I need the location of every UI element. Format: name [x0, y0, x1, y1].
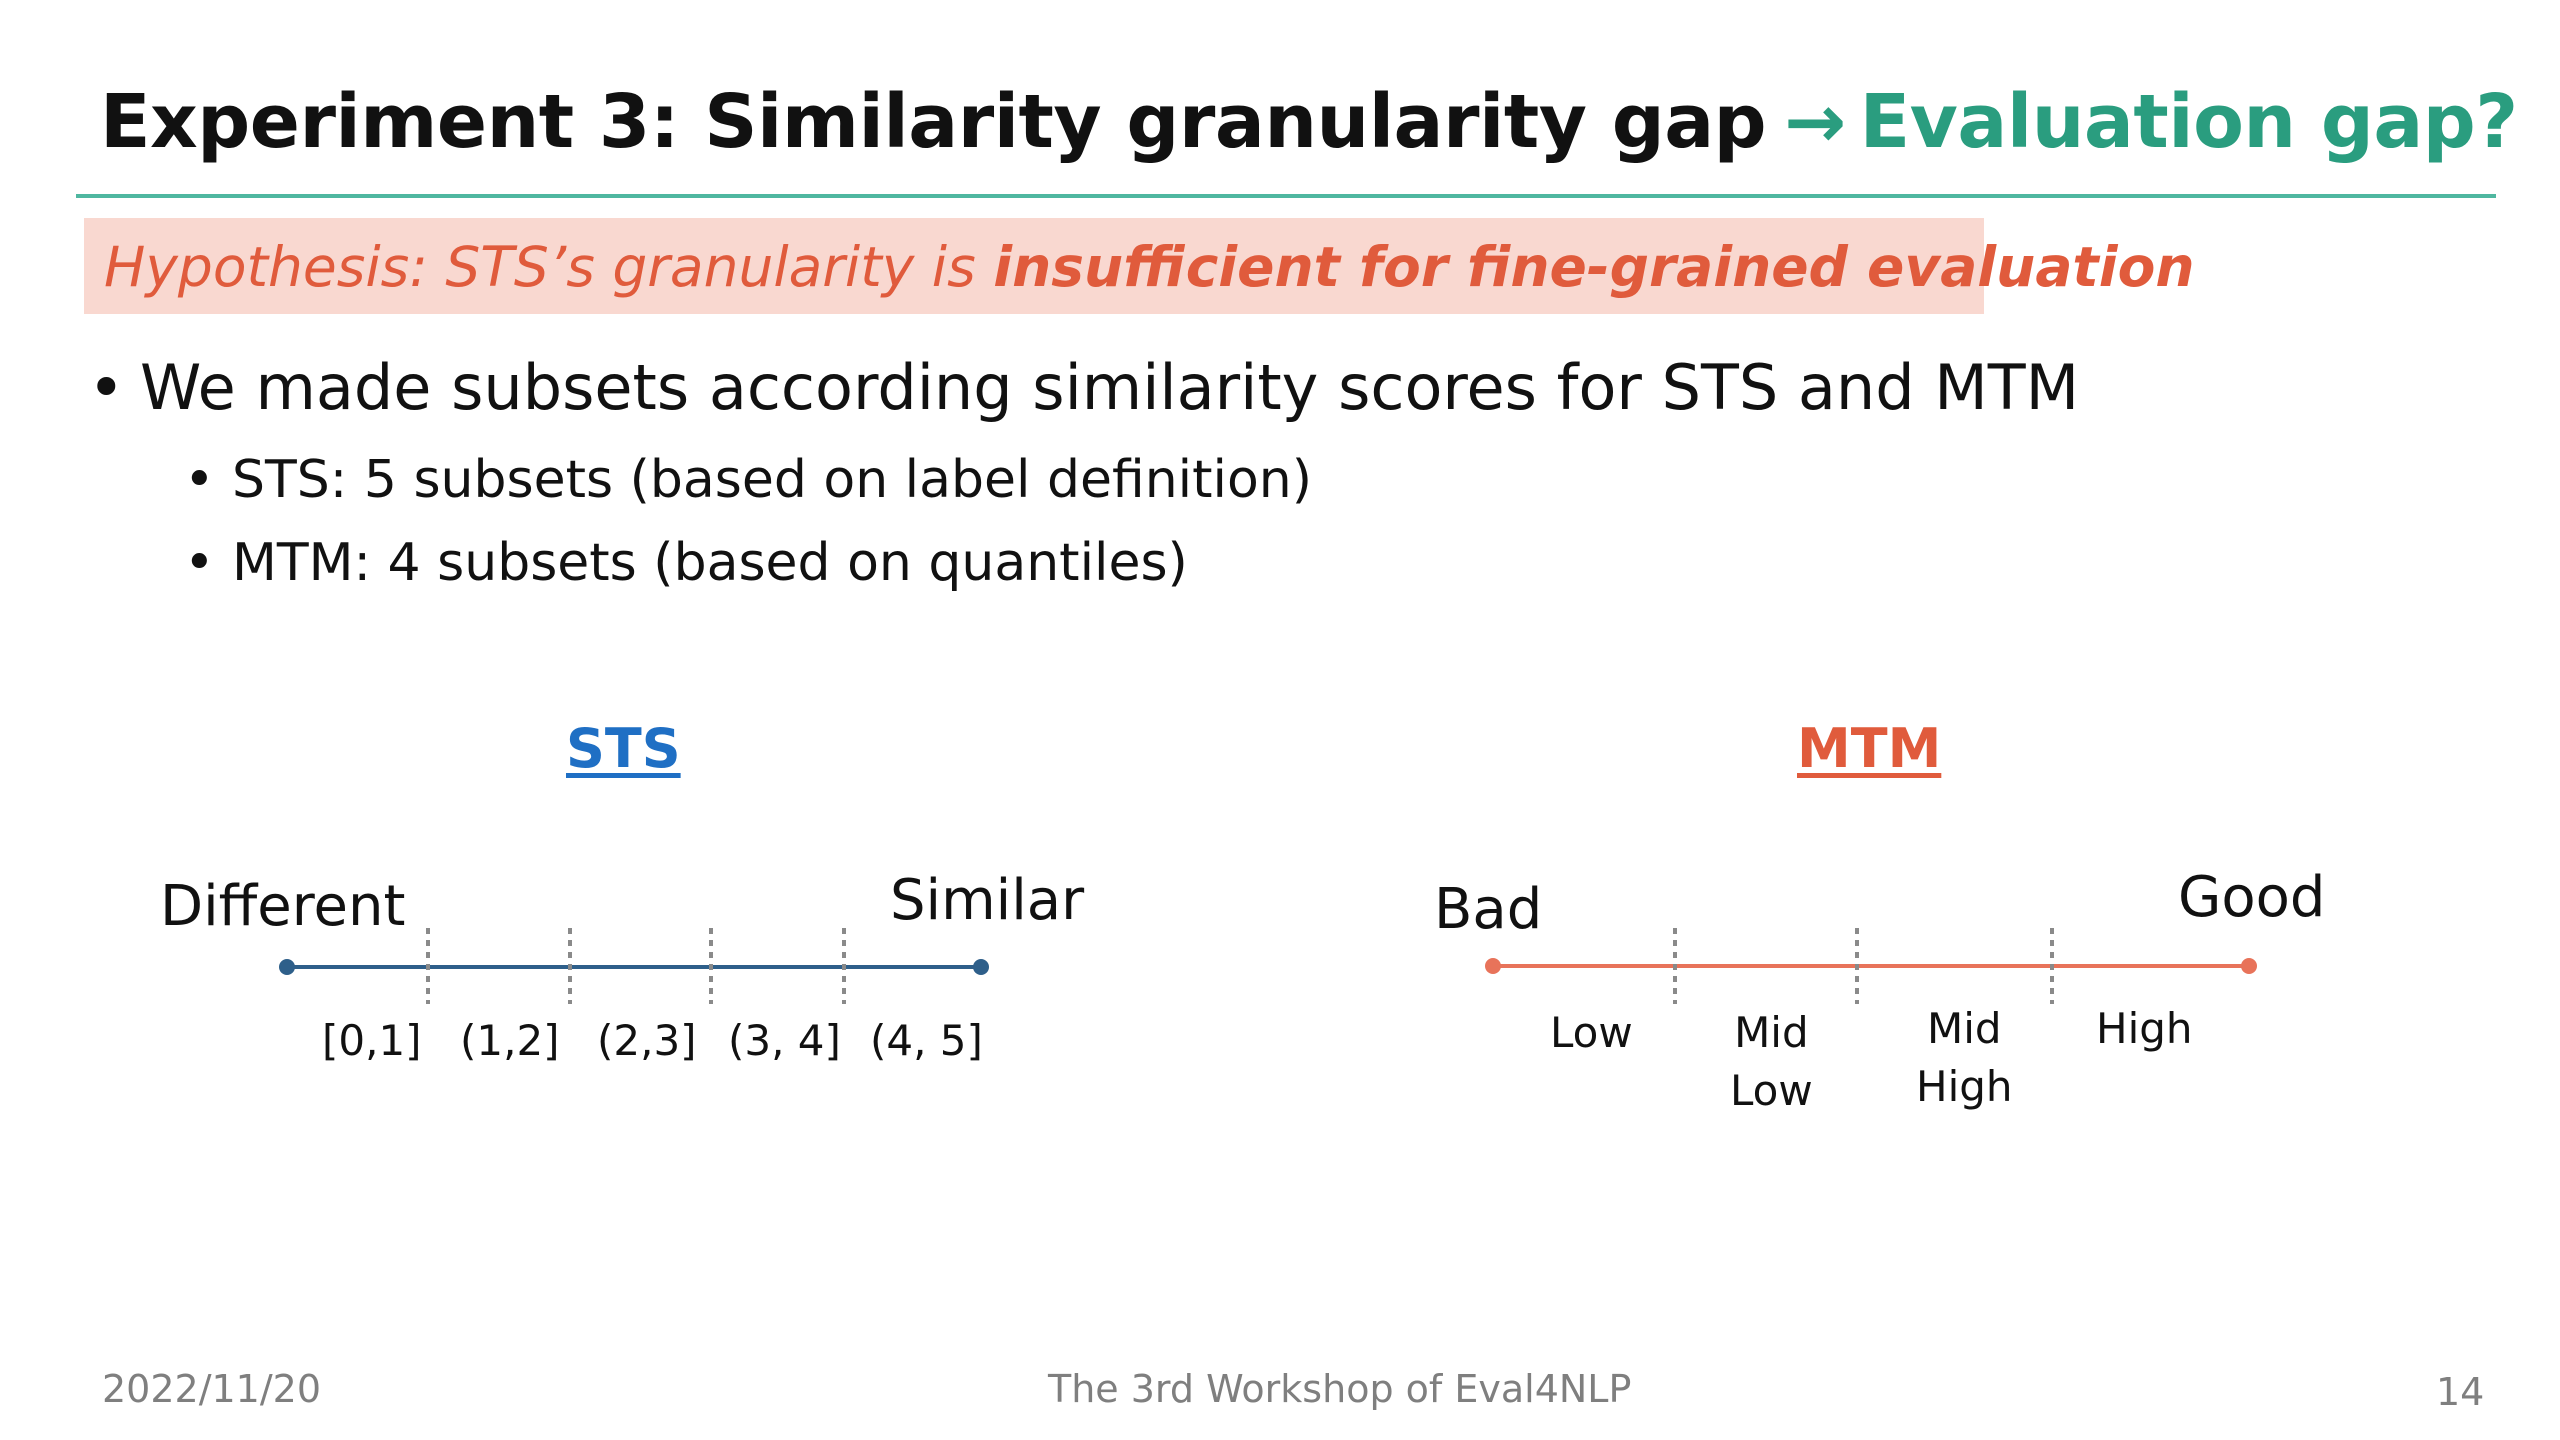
mtm-scale — [1485, 928, 2257, 1004]
bullet-main: • We made subsets according similarity sc… — [88, 338, 2079, 438]
slide-title: Experiment 3: Similarity granularity gap… — [100, 72, 2518, 172]
hypothesis-banner — [84, 218, 1984, 314]
sts-bin-label: [0,1] — [322, 1016, 422, 1065]
sts-left-label: Different — [160, 874, 406, 939]
hypothesis-emphasis: insufficient for fine-grained evaluation — [993, 235, 2195, 299]
slide-title-accent: Evaluation gap? — [1859, 79, 2519, 165]
sts-heading: STS — [566, 717, 681, 780]
mtm-right-label: Good — [2178, 865, 2326, 930]
slide-title-main: Experiment 3: Similarity granularity gap — [100, 79, 1767, 165]
mtm-bin-label: Mid Low — [1730, 1008, 1813, 1115]
hypothesis-prefix: Hypothesis: STS’s granularity is — [104, 235, 994, 299]
sts-bin-label: (2,3] — [597, 1016, 697, 1065]
footer-event: The 3rd Workshop of Eval4NLP — [1048, 1367, 1632, 1411]
mtm-right-endpoint — [2241, 958, 2257, 974]
bullet-dot-icon: • — [184, 450, 215, 510]
sts-left-endpoint — [279, 959, 295, 975]
sts-scale — [279, 928, 989, 1004]
mtm-bin-label: Mid High — [1916, 1004, 2013, 1111]
mtm-bin-label: High — [2096, 1004, 2193, 1053]
sts-right-label: Similar — [890, 868, 1085, 933]
footer-date: 2022/11/20 — [102, 1367, 322, 1411]
mtm-left-label: Bad — [1434, 877, 1543, 942]
bullet-sub-text: MTM: 4 subsets (based on quantiles) — [232, 533, 1188, 593]
bullet-sub-mtm: • MTM: 4 subsets (based on quantiles) — [184, 523, 1188, 603]
mtm-bin-label: Low — [1550, 1008, 1633, 1057]
sts-bin-label: (3, 4] — [728, 1016, 841, 1065]
title-divider — [76, 194, 2496, 198]
sts-bin-label: (4, 5] — [870, 1016, 983, 1065]
bullet-dot-icon: • — [88, 351, 125, 424]
right-arrow-icon: → — [1784, 79, 1846, 165]
page-number: 14 — [2436, 1370, 2485, 1414]
mtm-left-endpoint — [1485, 958, 1501, 974]
bullet-sub-text: STS: 5 subsets (based on label definitio… — [232, 450, 1313, 510]
sts-bin-label: (1,2] — [460, 1016, 560, 1065]
bullet-dot-icon: • — [184, 533, 215, 593]
bullet-sub-sts: • STS: 5 subsets (based on label definiti… — [184, 440, 1312, 520]
bullet-main-text: We made subsets according similarity sco… — [140, 351, 2080, 424]
sts-right-endpoint — [973, 959, 989, 975]
hypothesis-text: Hypothesis: STS’s granularity is insuffi… — [104, 225, 2195, 309]
mtm-heading: MTM — [1797, 717, 1942, 780]
